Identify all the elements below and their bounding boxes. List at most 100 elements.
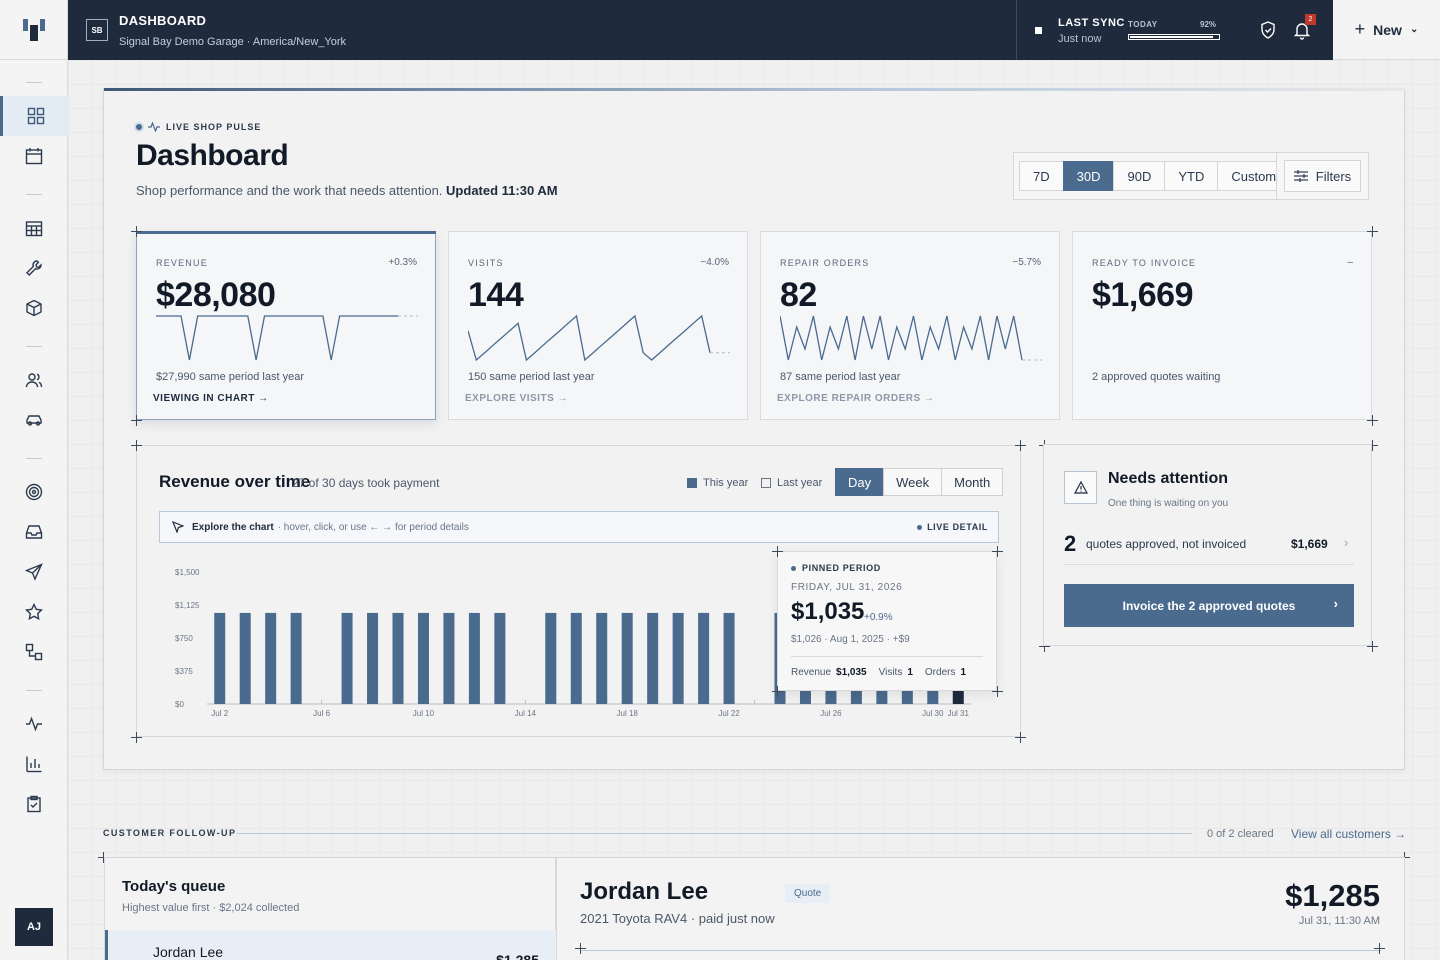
today-percent: 92% [1200,20,1217,29]
bar-jul-18[interactable] [621,612,633,704]
sidebar-item-repairs[interactable] [0,248,68,288]
sidebar-item-customers[interactable] [0,360,68,400]
attention-item[interactable]: 2 quotes approved, not invoiced $1,669 › [1064,529,1354,565]
customer-amount: $1,285 [1285,878,1380,913]
bar-jul-21[interactable] [698,612,710,704]
logo-icon [22,18,45,41]
x-tick-label: Jul 6 [313,709,330,716]
sidebar-item-activity[interactable] [0,704,68,744]
kpi-link-repair-orders[interactable]: EXPLORE REPAIR ORDERS → [777,393,935,404]
customer-name: Jordan Lee [580,878,709,905]
followup-section-label: CUSTOMER FOLLOW-UP [103,828,237,838]
star-icon [25,603,43,621]
bar-jul-16[interactable] [570,612,582,704]
sidebar-item-inventory[interactable] [0,288,68,328]
sync-label: LAST SYNC [1058,17,1125,29]
queue-item[interactable]: Jordan Lee $1,285 [105,930,557,960]
sidebar-item-reports[interactable] [0,744,68,784]
kpi-card-revenue[interactable]: REVENUE +0.3% $28,080 $27,990 same perio… [136,231,436,420]
granularity-week-button[interactable]: Week [883,468,943,496]
bar-jul-9[interactable] [392,612,404,704]
kpi-label: REVENUE [156,258,208,268]
sidebar-item-inbox[interactable] [0,512,68,552]
box-icon [26,299,42,317]
queue-subtitle: Highest value first · $2,024 collected [122,902,300,914]
range-90d-button[interactable]: 90D [1113,161,1166,191]
x-tick-label: Jul 31 [948,709,970,716]
bar-jul-20[interactable] [672,612,684,704]
shield-check-icon[interactable] [1258,20,1278,40]
dashboard-panel: LIVE SHOP PULSE Dashboard Shop performan… [103,88,1406,770]
x-tick-label: Jul 26 [820,709,842,716]
bell-icon[interactable] [1292,20,1312,40]
sidebar-item-workflows[interactable] [0,632,68,672]
view-all-customers-link[interactable]: View all customers → [1291,827,1407,841]
bar-jul-12[interactable] [468,612,480,704]
granularity-day-button[interactable]: Day [835,468,885,496]
new-button[interactable]: + New ⌄ [1333,0,1440,60]
sparkline-path [780,315,1023,361]
sidebar-divider [26,82,42,83]
bar-jul-3[interactable] [239,612,251,704]
bar-jul-4[interactable] [265,612,277,704]
legend-this-year[interactable]: This year [687,477,748,489]
sidebar-item-vehicles[interactable] [0,400,68,440]
send-icon [25,563,43,581]
explore-title: Explore the chart [192,521,274,533]
range-7d-button[interactable]: 7D [1019,161,1064,191]
kpi-link-revenue[interactable]: VIEWING IN CHART → [153,393,269,404]
sparkline-path [468,314,711,362]
today-label: TODAY [1128,20,1158,29]
bar-jul-8[interactable] [367,612,379,704]
kpi-previous: 2 approved quotes waiting [1092,371,1221,383]
sidebar-divider [26,194,42,195]
tooltip-value: $1,035 [791,598,865,625]
kpi-card-visits[interactable]: VISITS −4.0% 144 150 same period last ye… [448,231,748,420]
y-tick-label: $0 [175,700,184,709]
sidebar-item-checklists[interactable] [0,784,68,824]
pinned-text: PINNED PERIOD [802,563,881,573]
range-ytd-button[interactable]: YTD [1164,161,1219,191]
live-detail-label: LIVE DETAIL [927,522,988,532]
bar-jul-13[interactable] [494,612,506,704]
followup-cleared-count: 0 of 2 cleared [1207,828,1274,840]
notification-badge: 2 [1305,14,1316,25]
calendar-grid-icon [25,221,43,237]
filters-button[interactable]: Filters [1276,152,1369,200]
kpi-card-ready-to-invoice[interactable]: READY TO INVOICE – $1,669 2 approved quo… [1072,231,1372,420]
bar-jul-15[interactable] [545,612,557,704]
tooltip-delta: +0.9% [864,612,893,623]
sidebar-item-schedule[interactable] [0,136,68,176]
sidebar-item-goals[interactable] [0,472,68,512]
app-logo[interactable] [0,0,67,60]
bar-jul-11[interactable] [443,612,455,704]
granularity-month-button[interactable]: Month [941,468,1004,496]
sidebar-item-messages[interactable] [0,552,68,592]
bar-jul-5[interactable] [290,612,302,704]
sidebar-item-dashboard[interactable] [0,96,68,136]
bar-jul-2[interactable] [214,612,226,704]
bar-jul-7[interactable] [341,612,353,704]
crosshair-marker [992,546,1003,557]
range-30d-button[interactable]: 30D [1062,161,1115,191]
user-avatar[interactable]: AJ [15,908,53,946]
kpi-delta: +0.3% [388,257,417,268]
sidebar-item-reviews[interactable] [0,592,68,632]
bar-jul-17[interactable] [596,612,608,704]
page-subtitle: Shop performance and the work that needs… [136,183,558,198]
inbox-icon [25,525,43,539]
sidebar-item-appointments[interactable] [0,208,68,248]
kpi-delta: – [1347,257,1353,268]
kpi-value: 82 [780,276,817,314]
chart-title: Revenue over time [159,472,311,491]
live-detail-indicator: LIVE DETAIL [917,522,988,532]
bar-jul-19[interactable] [647,612,659,704]
kpi-link-visits[interactable]: EXPLORE VISITS → [465,393,569,404]
kpi-card-repair-orders[interactable]: REPAIR ORDERS −5.7% 82 87 same period la… [760,231,1060,420]
pulse-icon [26,716,42,732]
legend-last-year[interactable]: Last year [761,477,822,489]
bar-jul-10[interactable] [417,612,429,704]
warning-icon [1073,481,1088,494]
invoice-quotes-button[interactable]: Invoice the 2 approved quotes › [1064,584,1354,627]
bar-jul-22[interactable] [723,612,735,704]
